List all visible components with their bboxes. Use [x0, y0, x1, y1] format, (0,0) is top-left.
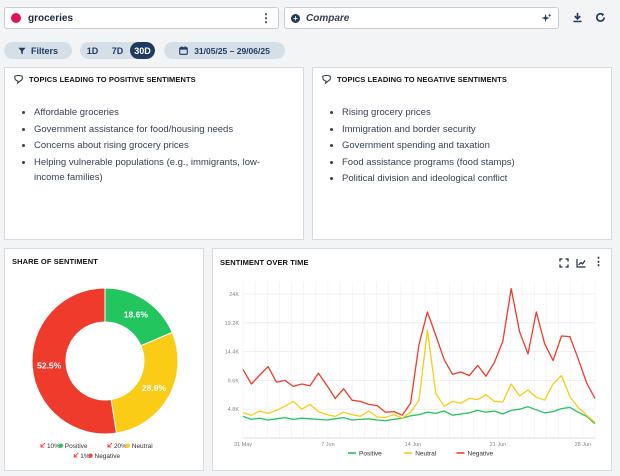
series-line-negative[interactable]	[242, 287, 596, 416]
x-tick-label: 14 Jun	[405, 442, 422, 448]
negative-topics-list: Rising grocery prices Immigration and bo…	[313, 105, 611, 187]
chat-bubbles-icon	[322, 74, 331, 85]
x-tick-label: 31 May	[234, 442, 252, 448]
donut-value-label: 28.9%	[142, 383, 167, 393]
positive-topics-list: Affordable groceries Government assistan…	[5, 105, 303, 186]
legend-name: Neutral	[132, 443, 154, 450]
legend-name: Positive	[65, 443, 88, 450]
line-chart-icon[interactable]	[576, 258, 586, 268]
date-range-picker[interactable]: 31/05/25 – 29/06/25	[164, 42, 285, 59]
filter-icon	[18, 47, 26, 54]
y-tick-label: 9.6K	[228, 378, 240, 384]
share-of-sentiment-panel: SHARE OF SENTIMENT 18.6% 28.9% 52.5% 10% Pos…	[4, 248, 204, 471]
download-icon[interactable]	[570, 10, 584, 24]
time-range-toggle: 1D 7D 30D	[80, 42, 155, 59]
legend-swatch	[125, 443, 130, 448]
chat-bubbles-icon	[14, 74, 23, 85]
list-item: Political division and ideological confl…	[342, 171, 591, 187]
trend-down-icon	[73, 452, 79, 458]
legend-change: 1%	[80, 453, 90, 460]
negative-topics-panel: TOPICS LEADING TO NEGATIVE SENTIMENTS Ri…	[312, 67, 612, 240]
donut-slice-negative[interactable]	[31, 287, 117, 435]
y-tick-label: 14.4K	[225, 350, 240, 356]
sentiment-line-chart: 4.8K 9.6K 14.4K 19.2K 24K 31 May 7 Jun 14 Jun 21…	[225, 282, 596, 458]
search-menu-icon[interactable]: ⋮	[260, 11, 272, 25]
legend-name: Neutral	[415, 451, 437, 458]
add-compare-icon[interactable]: +	[291, 13, 300, 23]
legend-item-negative[interactable]: 1% Negative	[73, 452, 121, 460]
donut-slice-neutral[interactable]	[110, 331, 179, 434]
legend-change: 20%	[114, 443, 127, 450]
calendar-icon	[179, 46, 189, 55]
positive-topics-title: TOPICS LEADING TO POSITIVE SENTIMENTS	[29, 75, 196, 84]
ai-sparkle-icon[interactable]	[541, 12, 552, 24]
legend-item-negative[interactable]: Negative	[456, 451, 494, 458]
search-field[interactable]: groceries ⋮	[4, 7, 279, 29]
legend-item-neutral[interactable]: Neutral	[404, 451, 437, 458]
search-query[interactable]: groceries	[28, 12, 74, 24]
filters-label: Filters	[30, 45, 58, 56]
sentiment-over-time-panel: SENTIMENT OVER TIME ⋮ 4.8K 9.6K 14.4K 19.2K…	[212, 248, 612, 471]
x-tick-label: 21 Jun	[490, 442, 507, 448]
fullscreen-icon[interactable]	[559, 257, 569, 268]
filters-button[interactable]: Filters	[4, 42, 72, 59]
date-range-label: 31/05/25 – 29/06/25	[194, 45, 270, 56]
compare-label[interactable]: Compare	[306, 12, 350, 24]
y-tick-label: 4.8K	[228, 407, 240, 413]
compare-field[interactable]: + Compare	[284, 7, 559, 29]
list-item: Helping vulnerable populations (e.g., im…	[34, 155, 283, 186]
legend-item-neutral[interactable]: 20% Neutral	[107, 442, 154, 450]
range-1d-button[interactable]: 1D	[86, 45, 99, 56]
legend-name: Negative	[468, 451, 494, 458]
sentiment-donut-chart: 18.6% 28.9% 52.5% 10% Positive 20% Neutral 1% Ne…	[31, 287, 179, 460]
list-item: Concerns about rising grocery prices	[34, 138, 283, 154]
list-item: Affordable groceries	[34, 105, 283, 121]
x-tick-label: 7 Jun	[321, 442, 334, 448]
legend-swatch	[58, 443, 63, 448]
x-tick-label: 28 Jun	[575, 442, 592, 448]
list-item: Food assistance programs (food stamps)	[342, 155, 591, 171]
share-of-sentiment-title: SHARE OF SENTIMENT	[12, 257, 98, 266]
trend-down-icon	[40, 442, 46, 448]
range-7d-button[interactable]: 7D	[111, 45, 124, 56]
legend-item-positive[interactable]: Positive	[348, 451, 382, 458]
y-tick-label: 19.2K	[225, 321, 240, 327]
trend-down-icon	[107, 442, 113, 448]
series-line-positive[interactable]	[242, 406, 596, 425]
sentiment-over-time-title: SENTIMENT OVER TIME	[220, 258, 309, 267]
topic-color-dot	[11, 13, 21, 23]
donut-value-label: 18.6%	[124, 309, 149, 319]
refresh-icon[interactable]	[593, 10, 607, 24]
legend-name: Negative	[95, 453, 121, 460]
list-item: Government spending and taxation	[342, 138, 591, 154]
positive-topics-panel: TOPICS LEADING TO POSITIVE SENTIMENTS Af…	[4, 67, 304, 240]
chart-menu-icon[interactable]: ⋮	[593, 256, 604, 268]
donut-value-label: 52.5%	[37, 360, 62, 370]
list-item: Government assistance for food/housing n…	[34, 122, 283, 138]
range-30d-button[interactable]: 30D	[130, 42, 155, 59]
negative-topics-title: TOPICS LEADING TO NEGATIVE SENTIMENTS	[337, 75, 507, 84]
list-item: Immigration and border security	[342, 122, 591, 138]
y-tick-label: 24K	[229, 292, 239, 298]
legend-item-positive[interactable]: 10% Positive	[40, 442, 88, 450]
list-item: Rising grocery prices	[342, 105, 591, 121]
legend-swatch	[88, 453, 93, 458]
series-line-neutral[interactable]	[242, 329, 596, 423]
legend-change: 10%	[47, 443, 60, 450]
legend-name: Positive	[359, 451, 382, 458]
